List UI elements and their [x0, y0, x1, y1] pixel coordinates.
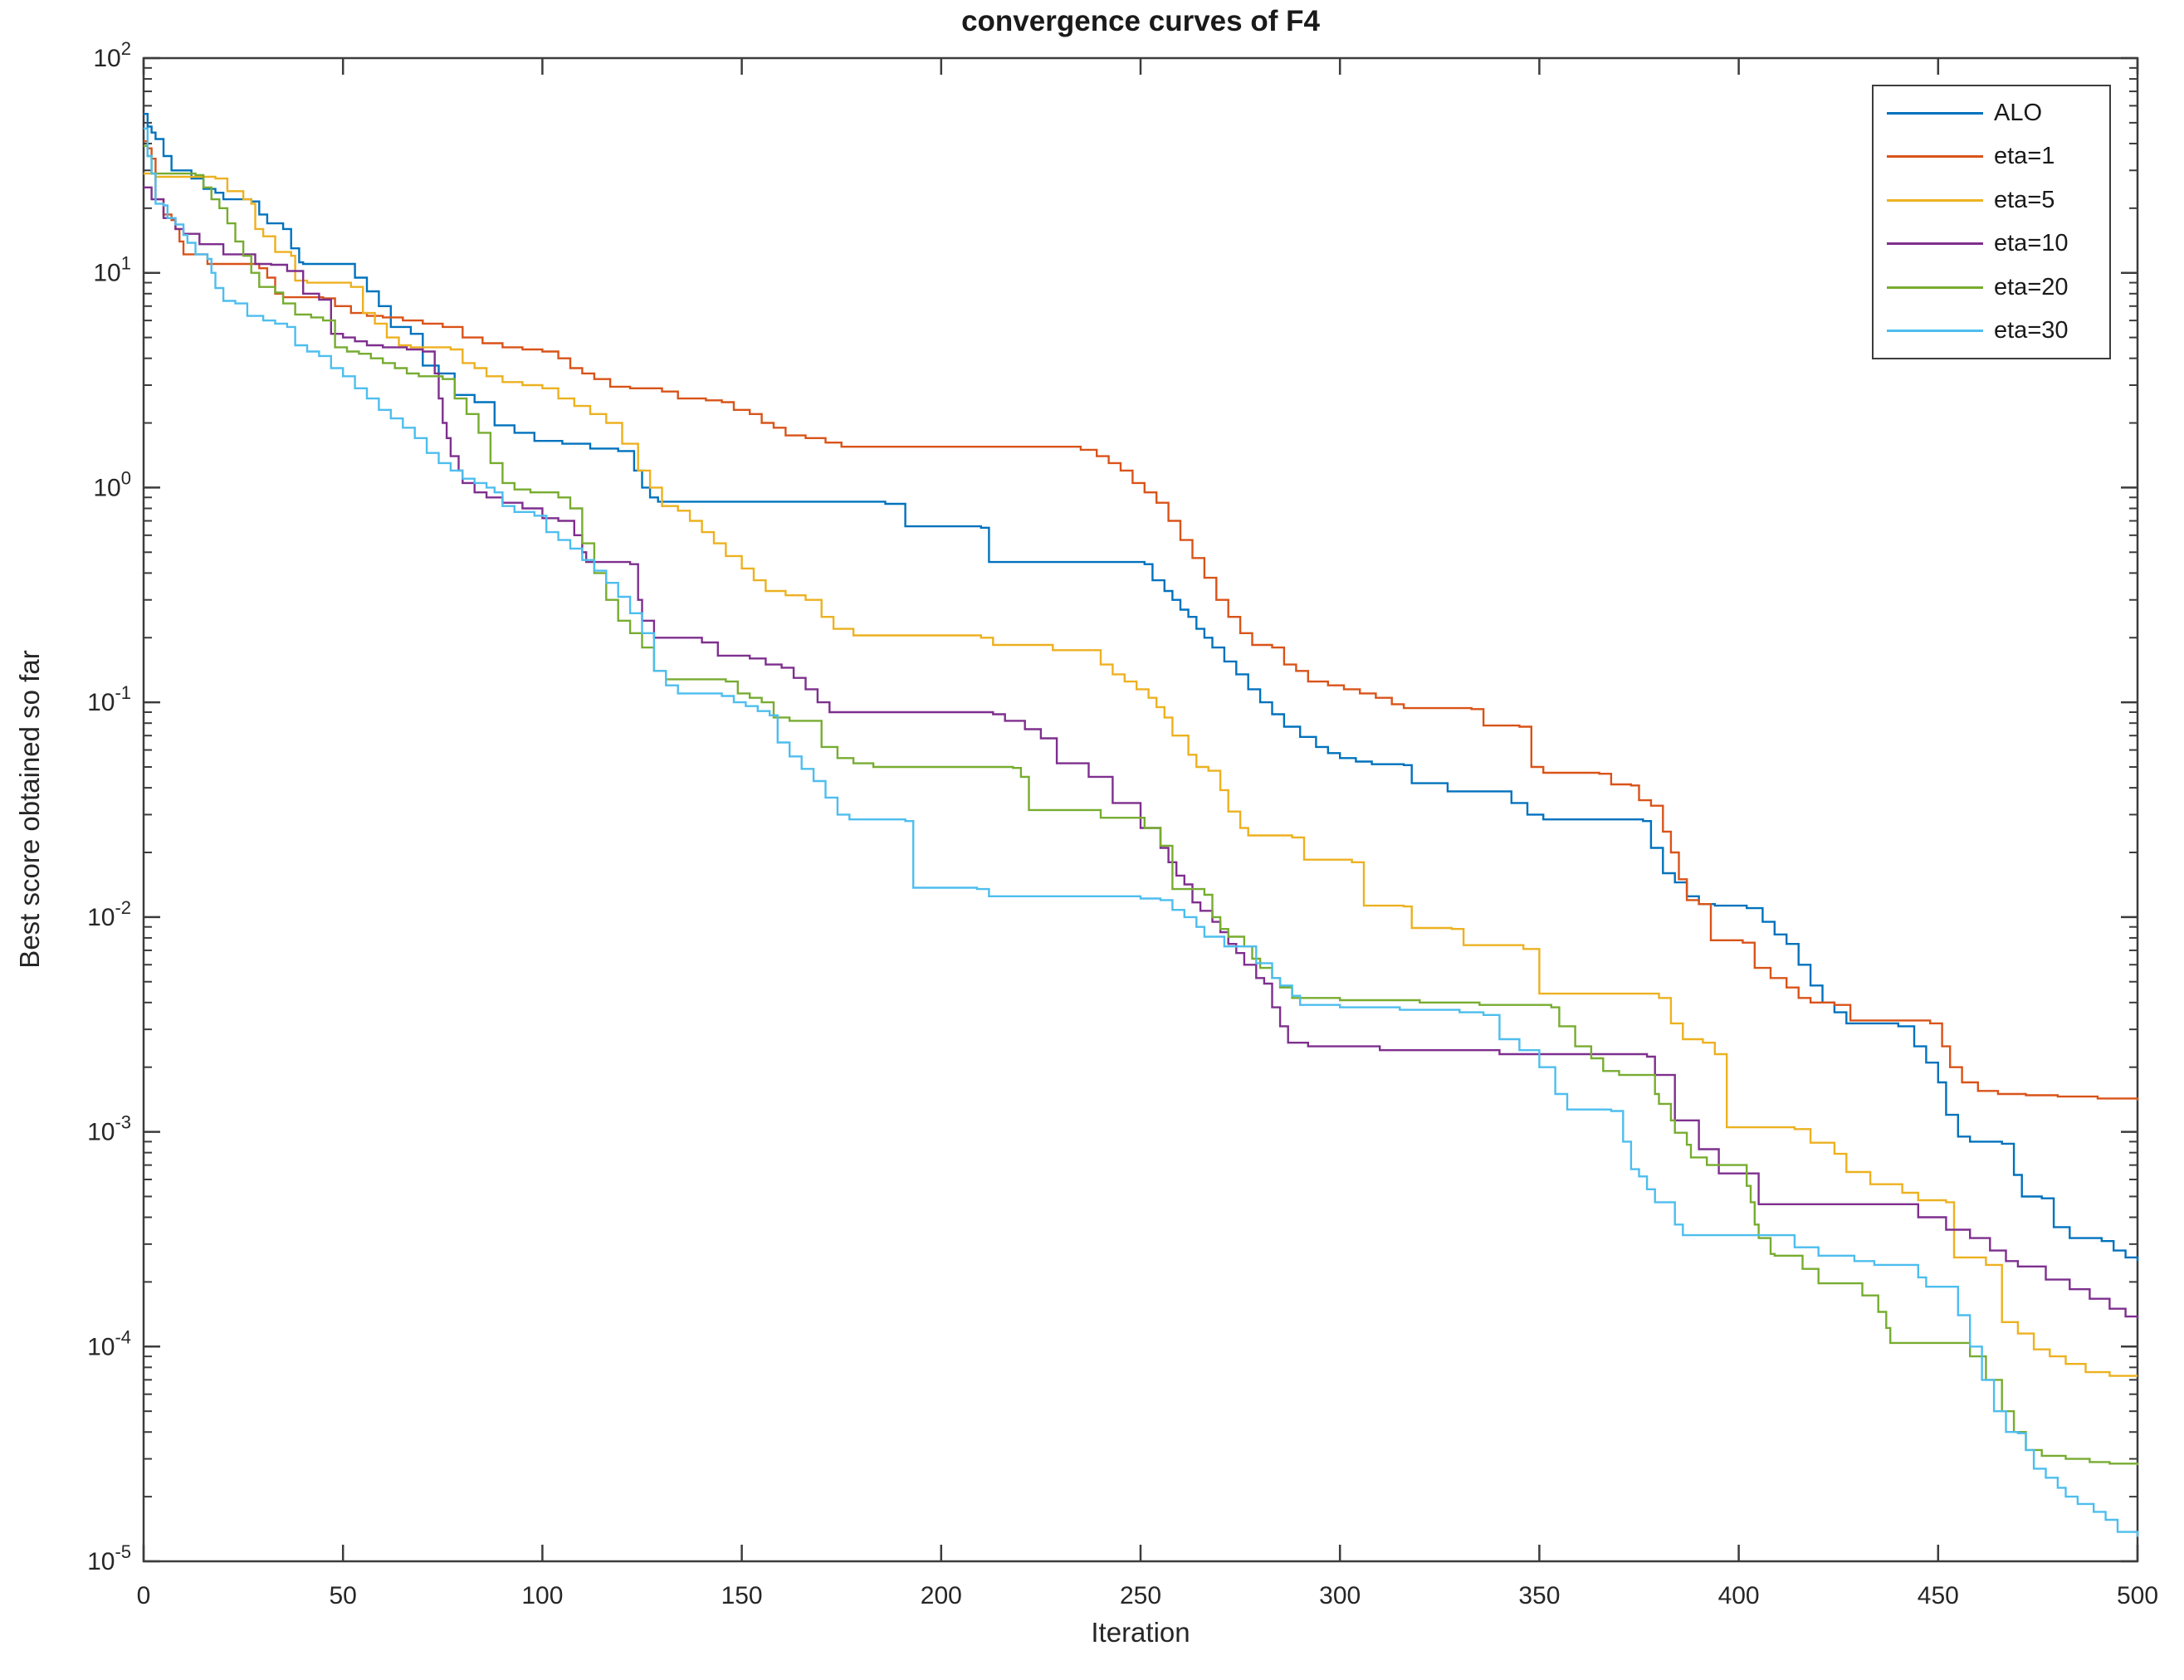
y-tick-label: 102: [93, 38, 131, 72]
legend-label: eta=30: [1994, 317, 2069, 344]
y-tick-label: 10-1: [87, 682, 131, 716]
legend: ALO eta=1 eta=5 eta=10 eta=20 eta=30: [1872, 85, 2111, 359]
legend-line-swatch: [1887, 198, 1983, 202]
y-axis-label: Best score obtained so far: [14, 650, 45, 969]
legend-entry-ALO: ALO: [1887, 99, 2109, 126]
chart-title: convergence curves of F4: [961, 5, 1320, 37]
series-eta=30: [144, 127, 2139, 1537]
y-tick-label: 10-3: [87, 1112, 131, 1146]
x-tick-label: 200: [921, 1582, 962, 1609]
series-eta=1: [144, 140, 2139, 1101]
x-tick-label: 100: [521, 1582, 563, 1609]
legend-label: eta=20: [1994, 273, 2069, 300]
legend-label: eta=5: [1994, 186, 2055, 213]
y-tick-label: 100: [93, 467, 131, 501]
legend-entry-eta=20: eta=20: [1887, 273, 2109, 300]
legend-entry-eta=1: eta=1: [1887, 144, 2109, 168]
x-tick-label: 0: [137, 1582, 151, 1609]
x-tick-label: 450: [1918, 1582, 1959, 1609]
y-tick-label: 10-5: [87, 1541, 131, 1575]
y-tick-label: 10-4: [87, 1326, 131, 1360]
legend-line-swatch: [1887, 155, 1983, 159]
x-tick-label: 50: [330, 1582, 357, 1609]
x-tick-label: 350: [1518, 1582, 1560, 1609]
series-eta=20: [144, 144, 2139, 1466]
x-tick-label: 300: [1319, 1582, 1361, 1609]
legend-entry-eta=5: eta=5: [1887, 188, 2109, 212]
legend-line-swatch: [1887, 111, 1983, 115]
x-axis-label: Iteration: [1091, 1617, 1190, 1648]
legend-line-swatch: [1887, 286, 1983, 289]
legend-label: ALO: [1994, 99, 2043, 126]
legend-entry-eta=10: eta=10: [1887, 232, 2109, 256]
y-tick-label: 10-2: [87, 897, 131, 931]
legend-label: eta=1: [1994, 143, 2055, 170]
legend-line-swatch: [1887, 330, 1983, 333]
x-tick-label: 500: [2117, 1582, 2158, 1609]
x-tick-label: 400: [1718, 1582, 1760, 1609]
series-eta=5: [144, 172, 2138, 1377]
x-tick-label: 150: [721, 1582, 763, 1609]
legend-line-swatch: [1887, 242, 1983, 246]
series-ALO: [144, 113, 2139, 1262]
legend-entry-eta=30: eta=30: [1887, 319, 2109, 343]
legend-label: eta=10: [1994, 230, 2069, 257]
series-eta=10: [144, 186, 2139, 1319]
x-tick-label: 250: [1120, 1582, 1161, 1609]
y-tick-label: 101: [93, 253, 131, 287]
